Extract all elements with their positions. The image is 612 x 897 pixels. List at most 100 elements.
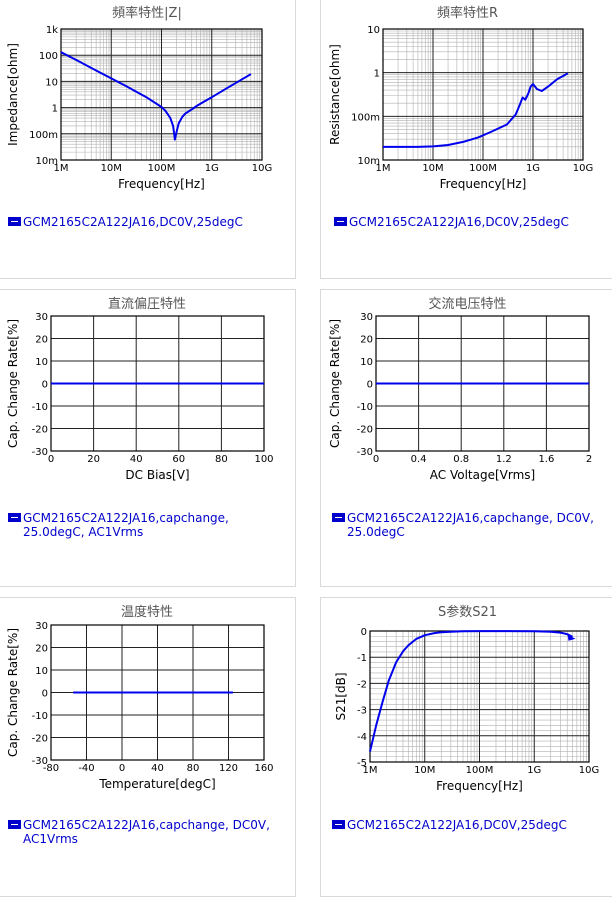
legend-label-line-1: GCM2165C2A122JA16,capchange, [23,511,229,525]
legend-swatch-icon [334,217,347,226]
y-tick-label: -10 [32,711,48,722]
s21-chart: 1M 10M 100M 1G 10G 0 -1 -2 -3 -4 -5 Frequency[Hz] S2… [334,627,599,793]
y-tick-label: -2 [357,679,367,690]
x-tick-label: 0.8 [453,454,469,465]
legend-label-line-1: GCM2165C2A122JA16,capchange, DC0V, [23,818,270,832]
x-tick-label: 100M [469,163,497,174]
x-tick-label: 40 [130,454,143,465]
y-tick-label: 10m [358,156,380,167]
x-tick-label: 0 [119,763,125,774]
chart-title: 直流偏圧特性 [107,297,186,312]
y-tick-label: -20 [32,734,48,745]
chart-title: 頻率特性|Z| [112,6,182,21]
legend-label-line-2: 25.0degC, AC1Vrms [23,525,144,539]
y-tick-label: 0 [367,380,373,391]
y-tick-label: 1 [52,104,58,115]
y-tick-label: -30 [357,447,373,458]
x-tick-label: 60 [172,454,185,465]
y-tick-label: -4 [357,732,367,743]
legend-label: GCM2165C2A122JA16,DC0V,25degC [347,818,567,832]
x-axis-label: DC Bias[V] [125,468,189,482]
chart-legend[interactable]: GCM2165C2A122JA16,capchange, 25.0degC, AC… [8,511,229,539]
chart-legend[interactable]: GCM2165C2A122JA16,DC0V,25degC [334,215,569,229]
y-tick-label: -1 [357,653,367,664]
y-tick-label: -20 [357,425,373,436]
x-tick-label: 160 [254,763,273,774]
chart-legend[interactable]: GCM2165C2A122JA16,DC0V,25degC [8,215,243,229]
x-tick-label: 1G [526,163,540,174]
x-axis-label: Frequency[Hz] [118,177,205,191]
series-line [369,630,573,752]
y-tick-label: 0 [42,380,48,391]
legend-label: GCM2165C2A122JA16,DC0V,25degC [23,215,243,229]
y-axis-label: S21[dB] [334,672,348,720]
y-tick-label: 20 [35,335,48,346]
y-tick-label: -3 [357,706,367,717]
x-tick-label: 2 [586,454,592,465]
y-axis-label: Cap. Change Rate[%] [6,319,20,448]
y-tick-label: 10 [360,357,373,368]
y-tick-label: -5 [357,758,367,769]
x-tick-label: 1.6 [538,454,554,465]
y-tick-label: 0 [42,689,48,700]
y-axis-label: Cap. Change Rate[%] [328,319,342,448]
legend-label-line-2: AC1Vrms [23,832,78,846]
chart-panel-impedance: 頻率特性|Z| 1M 10M 100M 1G 10G 1k 100 10 1 100m 10m Fre… [0,0,296,279]
y-tick-label: 1k [46,25,58,36]
legend-swatch-icon [332,820,345,829]
x-tick-label: 80 [187,763,200,774]
y-tick-label: 10 [35,666,48,677]
chart-title: 温度特性 [120,605,173,620]
chart-legend[interactable]: GCM2165C2A122JA16,capchange, DC0V, AC1Vrm… [8,818,270,846]
x-tick-label: 0 [373,454,379,465]
y-tick-label: 100 [39,51,58,62]
series-line [60,51,252,141]
x-tick-label: 100 [254,454,273,465]
x-tick-label: 0 [48,454,54,465]
y-tick-label: 10m [36,156,58,167]
x-tick-label: 40 [151,763,164,774]
x-axis-label: Frequency[Hz] [440,177,527,191]
x-tick-label: 10M [101,163,122,174]
x-tick-label: 1M [376,163,391,174]
x-tick-label: 10G [579,765,599,776]
chart-legend[interactable]: GCM2165C2A122JA16,capchange, DC0V, 25.0de… [332,511,594,539]
chart-title: S参数S21 [437,605,498,620]
ac-voltage-chart: 0 0.4 0.8 1.2 1.6 2 30 20 10 0 -10 -20 -30 AC Voltage… [328,312,592,482]
chart-title: 交流电压特性 [428,297,507,312]
x-tick-label: 1G [527,765,541,776]
x-tick-label: 100M [466,765,494,776]
legend-swatch-icon [8,820,21,829]
y-tick-label: -10 [357,402,373,413]
legend-label-line-1: GCM2165C2A122JA16,capchange, DC0V, [347,511,594,525]
temperature-chart: -80 -40 0 40 80 120 160 30 20 10 0 -10 -20 -30 Tempera… [6,621,274,791]
x-tick-label: 10M [414,765,435,776]
y-tick-label: 10 [45,77,58,88]
x-tick-label: -40 [78,763,94,774]
chart-panel-temperature: 温度特性 -80 -40 0 40 80 120 160 30 20 10 0 -10 -20 -30 Te… [0,597,296,897]
x-tick-label: 1.2 [496,454,512,465]
legend-swatch-icon [8,513,21,522]
chart-legend[interactable]: GCM2165C2A122JA16,DC0V,25degC [332,818,567,832]
legend-swatch-icon [8,217,21,226]
plot-frame [382,28,584,161]
y-tick-label: 100m [351,112,380,123]
legend-swatch-icon [332,513,345,522]
legend-label-line-2: 25.0degC [347,525,405,539]
x-tick-label: 1M [363,765,378,776]
y-axis-label: Impedance[ohm] [6,43,20,146]
series-line [383,72,569,148]
y-tick-label: 20 [360,335,373,346]
x-tick-label: 80 [215,454,228,465]
chart-panel-ac-voltage: 交流电压特性 0 0.4 0.8 1.2 1.6 2 30 20 10 0 -10 -20 -30 AC … [320,289,612,587]
y-tick-label: 30 [35,621,48,632]
y-tick-label: 0 [361,627,367,638]
chart-title: 頻率特性R [436,6,499,21]
y-axis-label: Resistance[ohm] [328,44,342,145]
y-tick-label: -30 [32,756,48,767]
x-axis-label: Frequency[Hz] [436,779,523,793]
x-tick-label: 10G [573,163,593,174]
chart-panel-s21: S参数S21 1M 10M 100M 1G 10G 0 -1 -2 -3 -4 -5 Frequenc… [320,597,612,897]
x-tick-label: 20 [87,454,100,465]
